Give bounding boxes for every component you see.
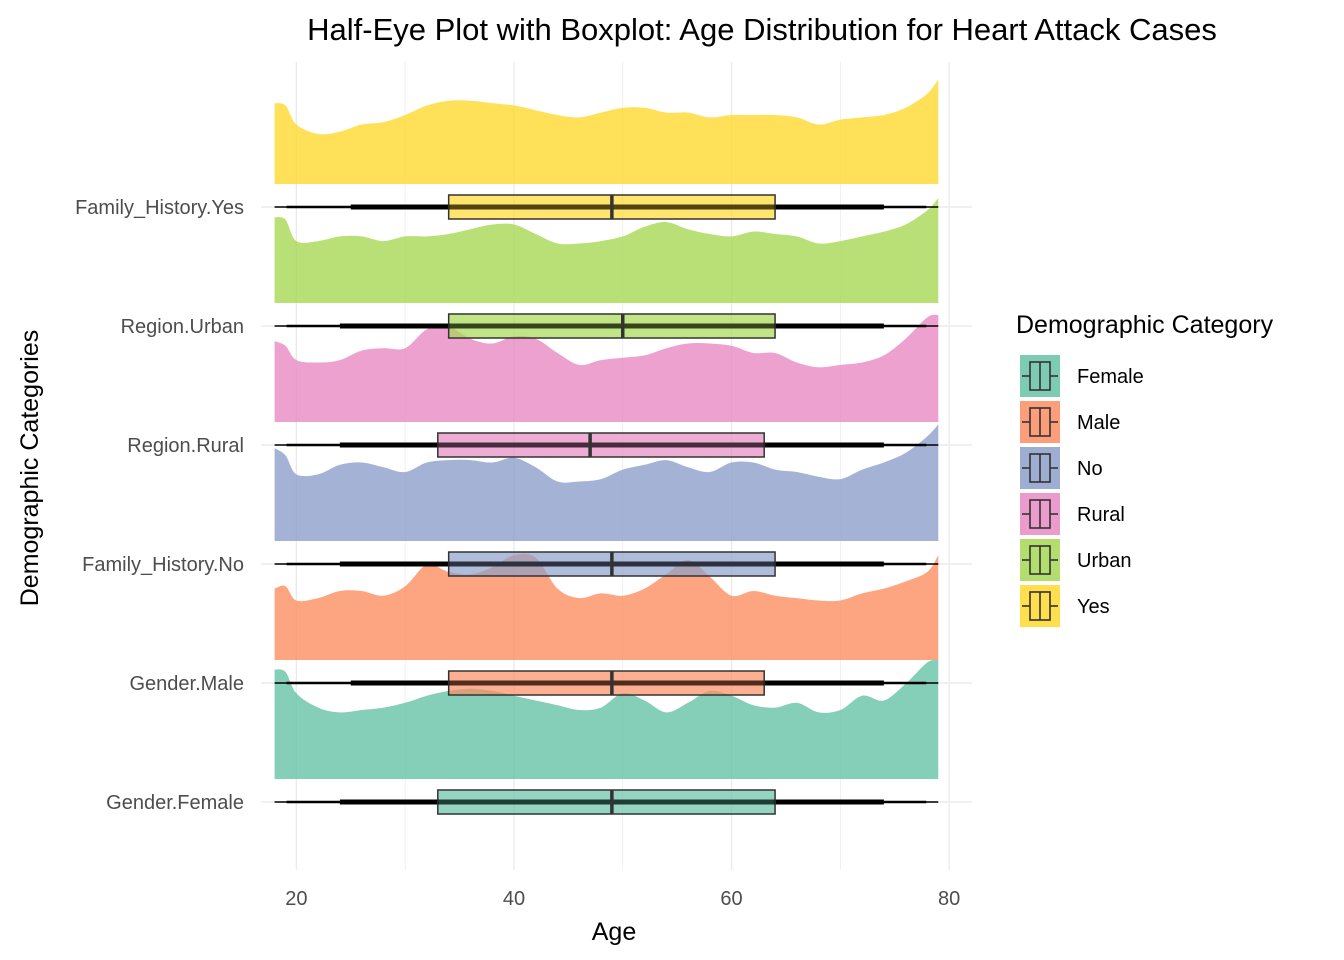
legend-item-female: Female <box>1020 355 1144 397</box>
legend-item-rural: Rural <box>1020 493 1125 535</box>
legend-items: Female Male No Rural Urban Yes <box>1020 355 1144 627</box>
legend-label: Female <box>1077 366 1144 388</box>
density-Gender.Male <box>274 553 939 660</box>
y-tick-label: Family_History.Yes <box>75 197 244 219</box>
boxplot-Gender.Male <box>274 670 939 696</box>
legend-item-urban: Urban <box>1020 539 1131 581</box>
density-Gender.Female <box>274 659 939 779</box>
legend: Demographic Category Female Male No Rural Ur… <box>1016 311 1274 627</box>
y-tick-label: Region.Rural <box>127 435 244 457</box>
x-tick-labels: 20 40 60 80 <box>285 888 960 910</box>
legend-label: Urban <box>1077 550 1131 572</box>
legend-label: Male <box>1077 412 1120 434</box>
legend-item-male: Male <box>1020 401 1120 443</box>
y-tick-label: Family_History.No <box>82 554 244 576</box>
x-tick-label: 20 <box>285 888 307 910</box>
boxplot-Region.Rural <box>274 432 939 458</box>
density-Family_History.Yes <box>274 79 939 184</box>
x-tick-label: 60 <box>720 888 742 910</box>
chart-title: Half-Eye Plot with Boxplot: Age Distribu… <box>307 12 1217 47</box>
legend-label: Rural <box>1077 504 1125 526</box>
y-tick-label: Region.Urban <box>121 316 244 338</box>
legend-label: No <box>1077 458 1103 480</box>
y-axis-title: Demographic Categories <box>16 330 44 607</box>
legend-item-yes: Yes <box>1020 585 1110 627</box>
y-tick-label: Gender.Male <box>129 673 244 695</box>
y-tick-label: Gender.Female <box>106 792 244 814</box>
legend-item-no: No <box>1020 447 1103 489</box>
x-tick-label: 40 <box>503 888 525 910</box>
boxplot-Family_History.Yes <box>274 194 939 220</box>
legend-title: Demographic Category <box>1016 311 1274 339</box>
density-layer <box>274 79 939 779</box>
density-Region.Rural <box>274 314 939 422</box>
boxplot-Region.Urban <box>274 313 939 339</box>
boxplot-layer <box>274 194 939 815</box>
legend-label: Yes <box>1077 596 1110 618</box>
y-tick-labels: Gender.Female Gender.Male Family_History.N… <box>75 197 244 814</box>
x-axis-title: Age <box>592 918 636 946</box>
x-tick-label: 80 <box>938 888 960 910</box>
density-Family_History.No <box>274 424 939 541</box>
boxplot-Gender.Female <box>274 789 939 815</box>
boxplot-Family_History.No <box>274 551 939 577</box>
density-Region.Urban <box>274 198 939 303</box>
